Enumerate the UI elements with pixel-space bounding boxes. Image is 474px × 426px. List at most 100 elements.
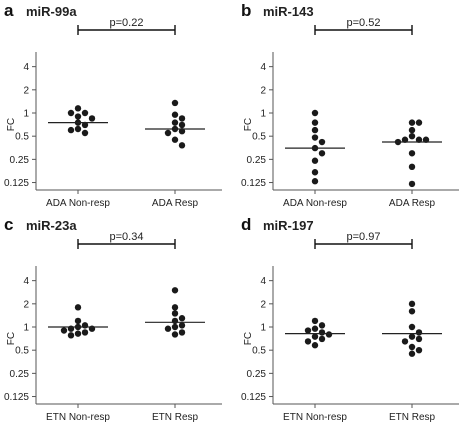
data-point: [311, 178, 319, 185]
p-value-label: p=0.22: [110, 17, 144, 29]
y-tick-label: 0.25: [247, 155, 267, 166]
panel-title: miR-23a: [26, 218, 77, 233]
data-point: [81, 109, 89, 117]
data-point: [178, 322, 186, 329]
significance-bracket: [314, 239, 413, 249]
panel-title: miR-99a: [26, 4, 77, 19]
data-point: [408, 126, 416, 134]
data-point: [311, 169, 319, 176]
y-tick-label: 0.125: [4, 392, 29, 403]
panel-d: d miR-197 4 2 1 0.5 0.25 0.125 FC ETN Non-resp ETN…: [241, 215, 459, 423]
data-point: [60, 327, 68, 334]
y-tick-label: 1: [260, 323, 266, 334]
panel-b: b miR-143 4 2 1 0.5 0.25 0.125 FC ADA Non-resp ADA…: [241, 1, 459, 209]
data-point: [171, 304, 179, 311]
data-point: [408, 119, 416, 126]
data-point: [74, 317, 82, 325]
x-category-label: ETN Resp: [389, 412, 436, 423]
panel-a: a miR-99a 4 2 1 0.5 0.25 0.125 FC ADA Non-resp ADA…: [4, 1, 222, 209]
data-point: [311, 134, 319, 141]
y-tick-label: 0.125: [241, 392, 266, 403]
data-point: [74, 125, 82, 133]
y-tick-label: 0.5: [15, 346, 29, 357]
data-point: [318, 329, 326, 336]
x-category-label: ETN Resp: [152, 412, 199, 423]
data-point: [318, 322, 326, 329]
data-point: [415, 136, 423, 143]
p-value-label: p=0.97: [347, 231, 381, 243]
data-point: [171, 111, 179, 118]
y-tick-label: 2: [260, 85, 266, 96]
y-tick-label: 0.125: [241, 178, 266, 189]
x-category-label: ADA Non-resp: [46, 198, 110, 209]
y-tick-label: 0.25: [10, 155, 30, 166]
x-category-label: ETN Non-resp: [283, 412, 347, 423]
data-point: [164, 325, 172, 332]
significance-bracket: [77, 239, 176, 249]
data-point: [415, 335, 423, 343]
data-point: [318, 150, 326, 157]
y-tick-label: 4: [23, 62, 29, 73]
y-tick-label: 4: [23, 276, 29, 287]
data-point: [81, 329, 89, 336]
data-point: [408, 350, 416, 357]
data-point: [325, 331, 333, 338]
p-value-label: p=0.34: [110, 231, 144, 243]
y-tick-label: 2: [260, 299, 266, 310]
data-point: [408, 323, 416, 331]
panel-title: miR-143: [263, 4, 314, 19]
panel-c: c miR-23a 4 2 1 0.5 0.25 0.125 FC ETN Non-resp ETN…: [4, 215, 222, 423]
y-tick-label: 0.125: [4, 178, 29, 189]
data-point: [311, 157, 319, 164]
data-point: [171, 323, 179, 331]
data-point: [408, 132, 416, 140]
data-point: [415, 119, 423, 126]
data-point: [408, 343, 416, 351]
y-tick-label: 0.25: [10, 369, 30, 380]
data-point: [171, 99, 179, 107]
panel-letter: c: [4, 215, 13, 234]
y-tick-label: 0.25: [247, 369, 267, 380]
y-tick-label: 1: [23, 323, 29, 334]
data-point: [415, 346, 423, 354]
x-category-label: ADA Resp: [389, 198, 436, 209]
data-point: [311, 333, 319, 340]
panel-letter: b: [241, 1, 251, 20]
data-point: [318, 335, 326, 343]
data-point: [81, 129, 89, 137]
p-value-label: p=0.52: [347, 17, 381, 29]
y-tick-label: 1: [23, 109, 29, 120]
x-category-label: ADA Non-resp: [283, 198, 347, 209]
y-tick-label: 0.5: [252, 346, 266, 357]
data-point: [164, 129, 172, 137]
y-tick-label: 4: [260, 276, 266, 287]
data-point: [401, 338, 409, 345]
data-point: [408, 333, 416, 340]
data-point: [171, 287, 179, 294]
data-point: [171, 310, 179, 317]
x-category-label: ETN Non-resp: [46, 412, 110, 423]
data-point: [311, 325, 319, 332]
data-point: [74, 330, 82, 337]
data-point: [311, 342, 319, 349]
data-point: [408, 163, 416, 171]
data-point: [171, 119, 179, 126]
data-point: [88, 115, 96, 122]
data-point: [408, 150, 416, 157]
data-point: [171, 331, 179, 338]
data-point: [304, 327, 312, 334]
significance-bracket: [77, 25, 176, 35]
y-axis-label: FC: [6, 118, 17, 131]
data-point: [178, 329, 186, 336]
data-point: [171, 136, 179, 143]
data-point: [67, 109, 75, 117]
data-point: [422, 136, 430, 143]
data-point: [178, 128, 186, 135]
panel-letter: d: [241, 215, 251, 234]
y-axis-label: FC: [6, 332, 17, 345]
x-category-label: ADA Resp: [152, 198, 199, 209]
data-point: [171, 317, 179, 325]
y-tick-label: 0.5: [15, 132, 29, 143]
y-axis-label: FC: [243, 332, 254, 345]
